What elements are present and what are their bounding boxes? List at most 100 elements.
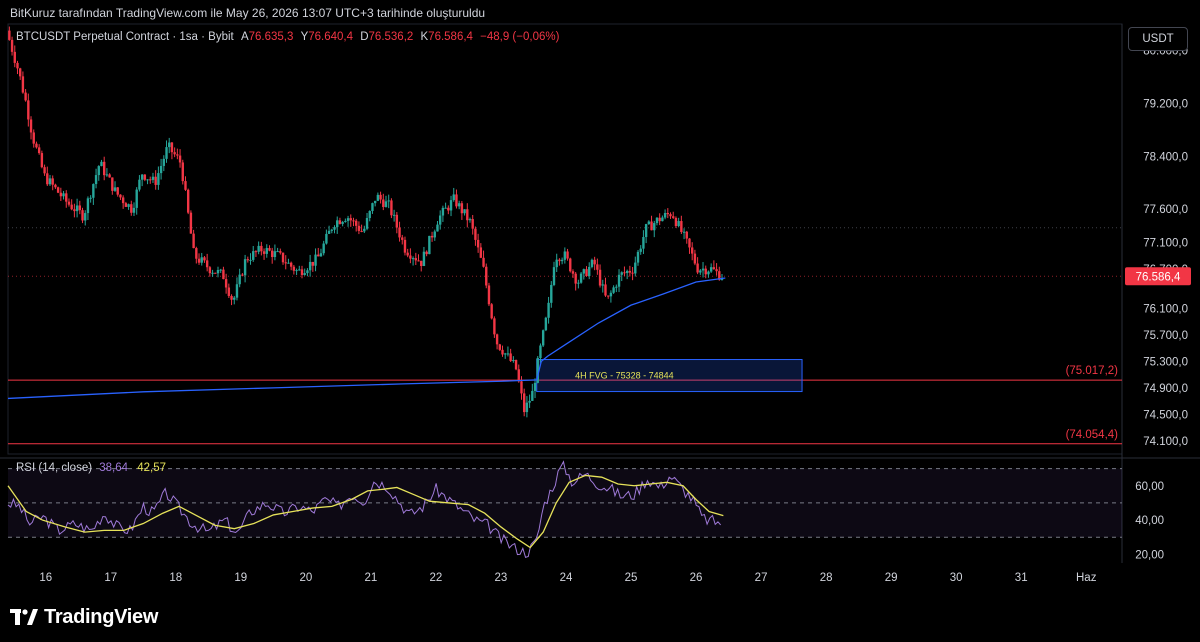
candle-body <box>463 209 466 214</box>
candle-body <box>398 227 401 238</box>
high-value: 76.640,4 <box>308 31 354 43</box>
candle-body <box>208 267 212 274</box>
rsi-pane <box>7 460 1122 558</box>
candle-body <box>192 233 195 249</box>
candle-body <box>86 198 90 214</box>
rsi-title[interactable]: RSI (14, close) <box>16 462 93 474</box>
candle-body <box>360 230 363 232</box>
candle-body <box>669 214 672 217</box>
candle-body <box>227 287 231 296</box>
time-tick-label: 30 <box>950 572 963 584</box>
candle-body <box>143 174 147 180</box>
candle-body <box>712 267 716 270</box>
candle-body <box>214 272 217 274</box>
candle-body <box>403 239 407 253</box>
candle-body <box>195 248 198 259</box>
currency-button[interactable]: USDT <box>1128 27 1188 51</box>
low-value: 76.536,2 <box>368 31 414 43</box>
candle-body <box>100 161 103 167</box>
candle-body <box>279 251 282 253</box>
candle-body <box>170 142 174 153</box>
candle-body <box>349 218 352 221</box>
candle-body <box>140 174 144 180</box>
candle-body <box>21 76 25 93</box>
candle-body <box>476 239 480 248</box>
candle-body <box>303 273 306 275</box>
time-tick-label: 25 <box>625 572 638 584</box>
candle-body <box>387 200 390 202</box>
candle-body <box>186 189 190 213</box>
symbol-name[interactable]: BTCUSDT Perpetual Contract · 1sa · Bybit <box>16 31 234 43</box>
candle-body <box>547 302 550 318</box>
high-label: Y <box>300 31 309 43</box>
symbol-legend: BTCUSDT Perpetual Contract · 1sa · Bybit… <box>16 31 559 43</box>
candle-body <box>94 175 98 185</box>
candle-body <box>593 259 596 265</box>
candle-body <box>127 204 130 207</box>
candle-body <box>425 251 428 255</box>
candle-body <box>73 209 76 212</box>
candle-body <box>224 279 228 288</box>
candle-body <box>509 353 512 361</box>
candle-body <box>650 221 653 231</box>
candle-body <box>704 268 707 275</box>
tradingview-logo[interactable]: TradingView <box>10 603 158 631</box>
candle-body <box>132 207 136 213</box>
candle-body <box>620 272 623 275</box>
candle-body <box>178 155 182 163</box>
candle-body <box>533 382 537 391</box>
candle-body <box>119 194 122 198</box>
grid-layer <box>0 23 1200 563</box>
candle-body <box>108 174 111 178</box>
candle-body <box>97 166 100 176</box>
time-tick-label: 19 <box>234 572 247 584</box>
candle-body <box>617 274 621 287</box>
candle-body <box>504 353 507 355</box>
candle-body <box>384 201 388 207</box>
candle-body <box>265 248 268 254</box>
candle-body <box>78 205 82 211</box>
candle-body <box>517 369 520 382</box>
time-tick-label: 22 <box>430 572 443 584</box>
price-tick-label: 77.100,0 <box>1143 237 1188 249</box>
time-tick-label: Haz <box>1076 572 1097 584</box>
candle-body <box>257 245 260 252</box>
candle-body <box>13 51 16 63</box>
candle-body <box>487 285 491 305</box>
candle-body <box>222 269 225 280</box>
candle-body <box>596 264 599 270</box>
candle-body <box>346 218 350 221</box>
candle-body <box>411 258 415 260</box>
tradingview-logo-icon <box>10 609 38 625</box>
candle-body <box>495 334 499 345</box>
rsi-line <box>7 460 722 558</box>
candle-body <box>479 247 483 258</box>
horizontal-level-label: (74.054,4) <box>1066 429 1119 441</box>
attribution-text: BitKuruz tarafından TradingView.com ile … <box>10 6 486 20</box>
candle-body <box>661 217 664 222</box>
candle-body <box>634 262 637 274</box>
candle-body <box>159 165 163 174</box>
candle-body <box>308 261 312 271</box>
price-tick-label: 79.200,0 <box>1143 98 1188 110</box>
candle-body <box>493 318 496 335</box>
candle-body <box>181 162 184 182</box>
candle-body <box>715 269 718 272</box>
candle-body <box>300 269 304 275</box>
price-levels: (75.017,2) (74.054,4) <box>8 365 1122 445</box>
time-tick-label: 21 <box>364 572 377 584</box>
candle-body <box>639 248 642 252</box>
candle-body <box>16 62 19 69</box>
candle-body <box>433 231 436 238</box>
candle-body <box>176 154 179 156</box>
candle-body <box>116 187 119 195</box>
candle-body <box>314 254 317 266</box>
candle-body <box>365 218 369 229</box>
price-tick-label: 74.900,0 <box>1143 383 1188 395</box>
candle-body <box>655 217 659 224</box>
candle-body <box>555 259 558 268</box>
candle-body <box>8 30 11 40</box>
candle-body <box>395 214 399 228</box>
last-price-badge <box>1125 267 1191 286</box>
